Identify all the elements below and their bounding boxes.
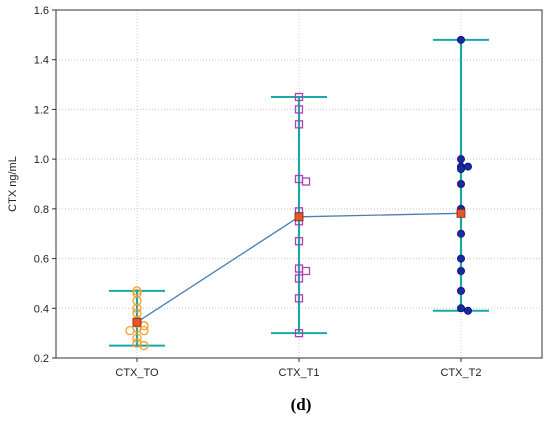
data-point [301,266,311,276]
data-point [294,328,304,338]
mean-marker [132,317,142,327]
mean-markers [132,208,466,327]
data-point [456,179,465,188]
data-point [125,326,135,336]
data-point [139,340,149,351]
y-axis-ticks: 0.2 0.4 0.6 0.8 1.0 1.2 1.4 1.6 [34,5,56,365]
data-point [463,306,472,315]
data-point [294,92,304,102]
data-point [132,333,142,343]
mean-marker [456,208,466,218]
mean-marker [294,212,304,222]
data-point [456,155,465,164]
data-point [456,229,465,238]
figure-caption: (d) [291,395,312,414]
data-point [456,266,465,275]
data-point [294,274,304,283]
y-tick-label: 1.0 [34,154,49,166]
y-tick-label: 1.6 [34,5,49,17]
data-point [456,35,465,44]
data-point [294,120,304,129]
data-point [301,177,311,186]
y-tick-label: 0.6 [34,254,49,266]
y-tick-label: 0.2 [34,353,49,365]
x-category-label: CTX_TO [115,367,159,379]
x-axis-ticks: CTX_TO CTX_T1 CTX_T2 [115,358,481,379]
x-category-label: CTX_T1 [279,367,320,379]
data-point [132,303,142,313]
y-tick-label: 0.4 [34,303,49,315]
y-tick-label: 0.8 [34,204,49,216]
y-tick-label: 1.4 [34,55,49,67]
data-point [456,286,465,295]
data-point [139,326,149,336]
data-point [294,105,304,114]
y-axis-title: CTX ng/mL [7,156,19,212]
data-point [456,304,465,313]
y-tick-label: 1.2 [34,104,49,116]
data-point [294,237,304,246]
x-category-label: CTX_T2 [441,367,482,379]
data-point [456,165,465,174]
data-point [132,286,142,296]
data-point [463,162,472,171]
data-point [456,254,465,263]
data-point [294,294,304,303]
